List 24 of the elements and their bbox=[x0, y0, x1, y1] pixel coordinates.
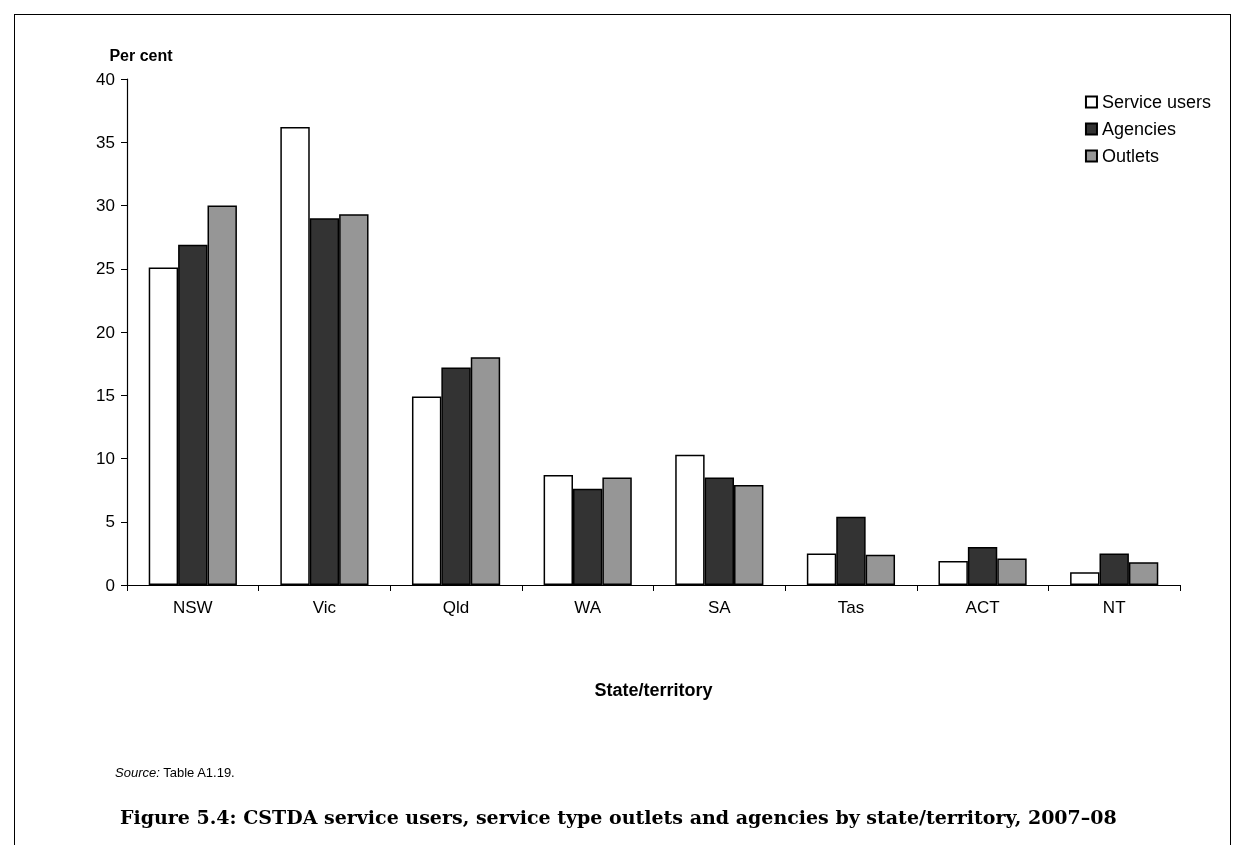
y-tick-label: 35 bbox=[96, 132, 115, 152]
legend-label: Outlets bbox=[1101, 146, 1159, 166]
y-tick-label: 30 bbox=[96, 196, 115, 215]
legend-label: Service users bbox=[1101, 92, 1212, 112]
legend-label: Agencies bbox=[1101, 119, 1177, 139]
source-note: Source: Table A1.19. bbox=[115, 765, 235, 780]
y-tick-label: 5 bbox=[105, 512, 115, 532]
y-tick-label: 10 bbox=[96, 449, 115, 468]
x-tick-label: Tas bbox=[837, 598, 865, 617]
y-tick-label: 25 bbox=[96, 259, 115, 279]
y-axis-title: Per cent bbox=[109, 46, 174, 64]
x-tick-label: ACT bbox=[965, 598, 1000, 617]
x-tick-label: NSW bbox=[172, 598, 213, 617]
x-tick-label: NT bbox=[1102, 598, 1126, 617]
x-axis-title: State/territory bbox=[594, 680, 713, 700]
y-tick-label: 20 bbox=[96, 322, 115, 342]
y-tick-label: 0 bbox=[105, 575, 115, 595]
y-tick-label: 40 bbox=[96, 69, 115, 89]
x-tick-label: WA bbox=[574, 598, 602, 617]
x-tick-label: Vic bbox=[312, 598, 337, 617]
text: Figure 5.4: CSTDA service users, service type outlets and agencies by state/territory, 2007–08 bbox=[120, 805, 1117, 828]
y-tick-label: 15 bbox=[96, 385, 115, 405]
x-tick-label: SA bbox=[707, 598, 732, 617]
x-tick-label: Qld bbox=[442, 598, 470, 617]
